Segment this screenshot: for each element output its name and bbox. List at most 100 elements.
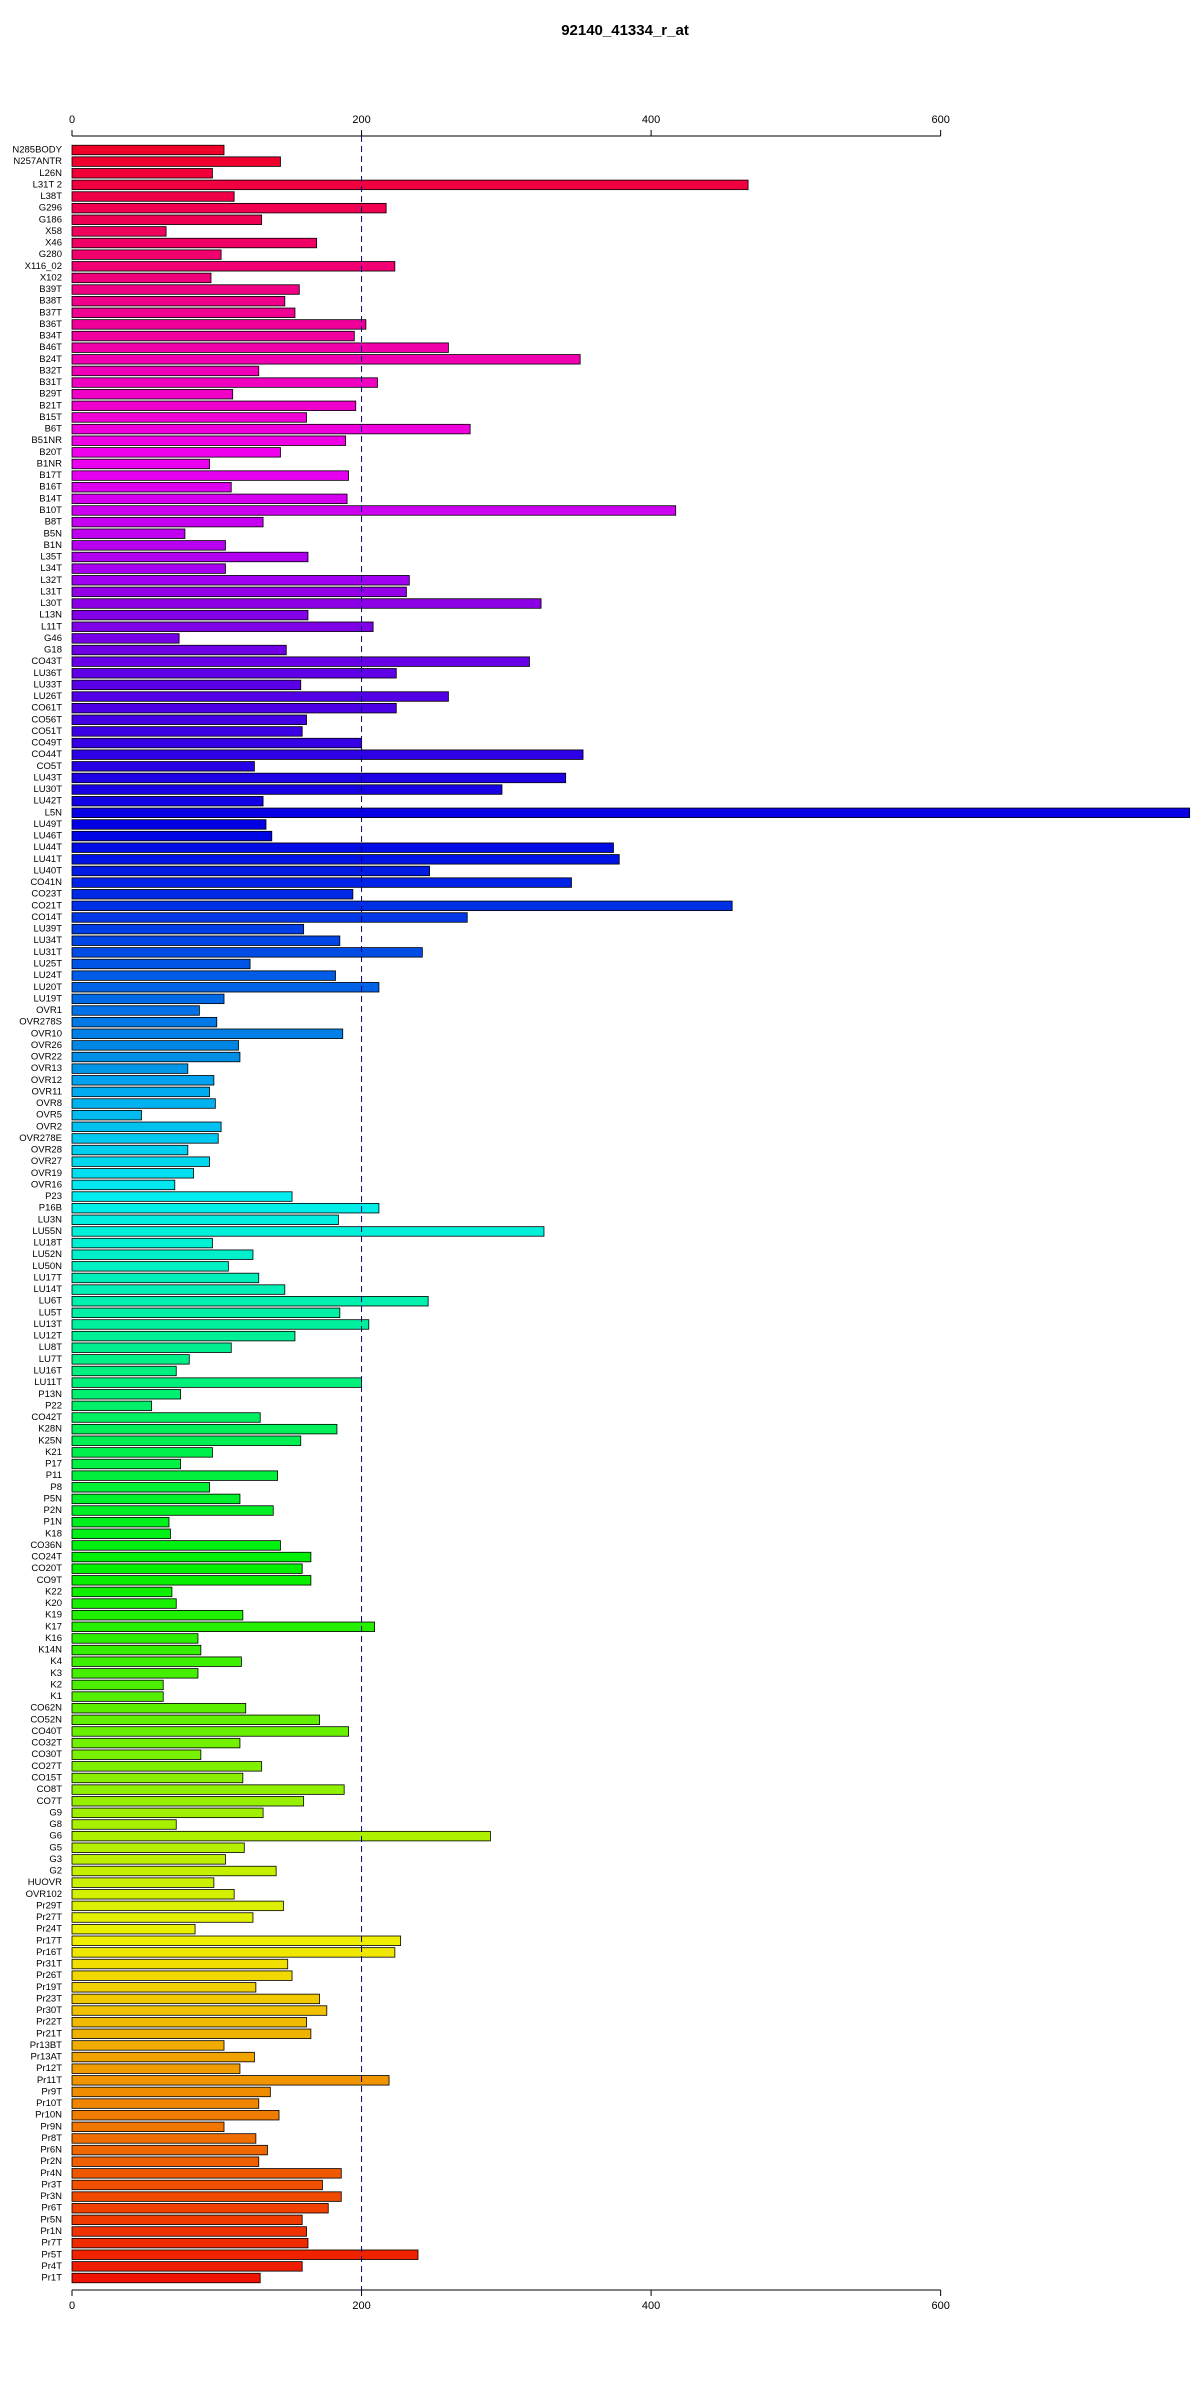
bar bbox=[71, 1656, 242, 1667]
y-tick-label: CO41N bbox=[30, 877, 62, 888]
y-tick-label: LU26T bbox=[33, 691, 62, 702]
bar bbox=[71, 2249, 419, 2260]
bar bbox=[71, 609, 309, 621]
y-tick-label: G5 bbox=[49, 1842, 62, 1853]
y-tick-label: CO52N bbox=[30, 1714, 62, 1725]
bar bbox=[71, 1330, 296, 1342]
y-tick-label: N257ANTR bbox=[13, 156, 62, 167]
bar bbox=[71, 330, 355, 342]
bar bbox=[71, 1563, 303, 1574]
y-tick-label: L5N bbox=[45, 807, 63, 818]
y-tick-label: Pr2N bbox=[40, 2156, 62, 2167]
y-tick-label: CO15T bbox=[31, 1772, 62, 1783]
y-tick-label: LU13T bbox=[33, 1319, 62, 1330]
y-tick-label: CO9T bbox=[37, 1575, 63, 1586]
bar bbox=[71, 1214, 339, 1225]
y-tick-label: P2N bbox=[44, 1505, 63, 1516]
bar bbox=[71, 1377, 362, 1388]
y-tick-label: CO21T bbox=[31, 900, 62, 911]
y-tick-label: LU12T bbox=[33, 1331, 62, 1342]
y-tick-label: CO14T bbox=[31, 912, 62, 923]
y-tick-label: CO51T bbox=[31, 726, 62, 737]
bar bbox=[71, 772, 567, 784]
bar bbox=[71, 261, 396, 272]
bar bbox=[71, 1237, 213, 1249]
bar bbox=[71, 1703, 247, 1714]
y-tick-label: Pr22T bbox=[36, 2017, 62, 2028]
y-tick-label: Pr5T bbox=[41, 2249, 62, 2260]
y-tick-label: LU52N bbox=[32, 1249, 62, 1260]
bar bbox=[71, 354, 581, 365]
bar bbox=[71, 633, 180, 644]
bar bbox=[71, 2075, 390, 2086]
bar bbox=[71, 935, 341, 946]
bar bbox=[71, 1075, 215, 1086]
bar bbox=[71, 505, 677, 516]
y-tick-label: Pr4T bbox=[41, 2261, 62, 2272]
bar bbox=[71, 1470, 278, 1481]
y-tick-label: B51NR bbox=[31, 435, 62, 446]
y-tick-label: LU11T bbox=[34, 1377, 62, 1388]
bar bbox=[71, 2121, 225, 2132]
y-tick-label: OVR8 bbox=[36, 1098, 62, 1109]
y-tick-label: P1N bbox=[44, 1517, 63, 1528]
bar bbox=[71, 575, 410, 586]
y-tick-label: LU18T bbox=[33, 1238, 62, 1249]
y-tick-label: LU24T bbox=[33, 970, 62, 981]
y-tick-label: L13N bbox=[39, 610, 62, 621]
y-tick-label: CO23T bbox=[31, 889, 62, 900]
bar bbox=[71, 2005, 328, 2016]
y-tick-label: Pr30T bbox=[36, 2005, 62, 2016]
y-tick-label: P22 bbox=[45, 1400, 62, 1411]
y-tick-label: B46T bbox=[39, 342, 62, 353]
bar bbox=[71, 865, 430, 877]
y-tick-label: Pr24T bbox=[36, 1924, 62, 1935]
bar bbox=[71, 1168, 195, 1179]
y-tick-label: B10T bbox=[39, 505, 62, 516]
y-tick-label: LU5T bbox=[39, 1307, 62, 1318]
bar bbox=[71, 1226, 545, 1237]
bar bbox=[71, 1575, 312, 1586]
bar bbox=[71, 2110, 280, 2121]
y-tick-label: LU41T bbox=[33, 854, 62, 865]
y-tick-label: OVR278E bbox=[19, 1133, 62, 1144]
y-tick-label: OVR22 bbox=[31, 1052, 62, 1063]
bar bbox=[71, 2214, 303, 2226]
bar bbox=[71, 679, 302, 691]
y-tick-label: CO56T bbox=[31, 714, 62, 725]
bar bbox=[71, 1051, 241, 1063]
y-tick-label: G46 bbox=[44, 633, 62, 644]
y-tick-label: G280 bbox=[39, 249, 62, 260]
bar bbox=[71, 1889, 235, 1900]
y-tick-label: Pr6N bbox=[40, 2145, 62, 2156]
bar bbox=[71, 1807, 264, 1819]
bar bbox=[71, 2226, 307, 2237]
y-tick-label: OVR2 bbox=[36, 1121, 62, 1132]
bar bbox=[71, 1947, 396, 1958]
y-tick-label: X116_02 bbox=[25, 261, 62, 272]
y-tick-label: B39T bbox=[39, 284, 62, 295]
y-tick-label: B14T bbox=[39, 493, 62, 504]
y-tick-label: B31T bbox=[39, 377, 62, 388]
y-tick-label: Pr8T bbox=[41, 2133, 62, 2144]
bar bbox=[71, 2203, 329, 2214]
y-tick-label: L32T bbox=[40, 575, 62, 586]
bar bbox=[71, 1016, 218, 1028]
y-tick-label: LU16T bbox=[33, 1365, 62, 1376]
bar bbox=[71, 284, 300, 295]
bar bbox=[71, 1063, 189, 1074]
bar bbox=[71, 1772, 244, 1784]
bar bbox=[71, 1133, 219, 1144]
bar bbox=[71, 423, 471, 435]
y-tick-label: CO49T bbox=[31, 738, 62, 749]
bar bbox=[71, 1935, 402, 1946]
y-tick-label: LU55N bbox=[32, 1226, 62, 1237]
y-tick-label: B17T bbox=[39, 470, 62, 481]
bar bbox=[71, 586, 407, 598]
bar bbox=[71, 621, 374, 632]
x-tick-label: 0 bbox=[69, 114, 75, 126]
bar bbox=[71, 412, 307, 423]
y-tick-label: CO27T bbox=[31, 1761, 62, 1772]
bar bbox=[71, 389, 234, 400]
y-tick-label: CO36N bbox=[30, 1540, 62, 1551]
